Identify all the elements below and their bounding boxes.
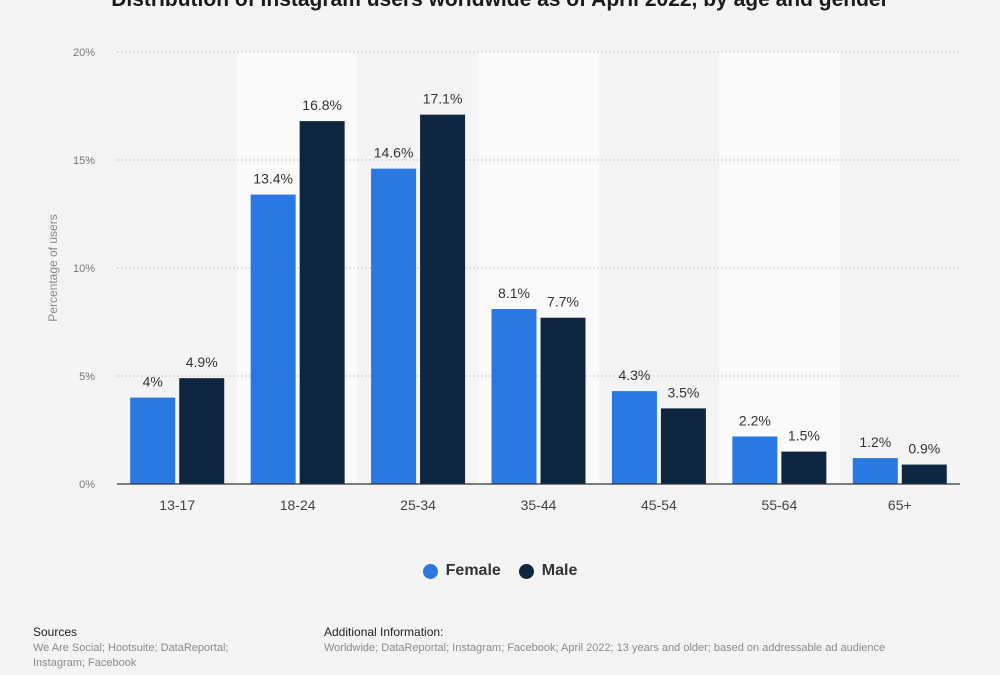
legend-label-male: Male: [541, 562, 578, 579]
sources-line-2: Instagram; Facebook: [33, 657, 137, 669]
legend-item-male[interactable]: Male: [518, 562, 578, 580]
bar-male[interactable]: [901, 464, 947, 484]
chart-title: Distribution of Instagram users worldwid…: [0, 0, 1000, 12]
legend-dot-female: [422, 563, 438, 579]
bar-chart: 0% 5% 10% 15% 20% Percentage of users 4% 4.9% 13…: [46, 47, 960, 513]
bar-male[interactable]: [179, 378, 225, 484]
bar-female[interactable]: [491, 309, 537, 484]
x-tick-label: 13-17: [159, 497, 195, 513]
bar-female[interactable]: [371, 168, 417, 484]
y-tick-label: 5%: [79, 371, 95, 383]
data-label: 8.1%: [498, 285, 530, 301]
data-label: 4.3%: [618, 367, 650, 383]
additional-info-block: Additional Information: Worldwide; DataR…: [324, 625, 974, 656]
data-label: 3.5%: [667, 384, 699, 400]
bar-male[interactable]: [540, 317, 586, 484]
bar-male[interactable]: [420, 114, 466, 484]
bar-male[interactable]: [299, 121, 345, 485]
x-tick-label: 18-24: [280, 497, 316, 513]
bar-male[interactable]: [660, 408, 706, 484]
x-tick-label: 65+: [888, 497, 912, 513]
bar-female[interactable]: [611, 391, 657, 484]
data-label: 7.7%: [547, 294, 579, 310]
category-band: [719, 52, 840, 484]
data-label: 0.9%: [908, 441, 940, 457]
y-axis-label: Percentage of users: [46, 214, 60, 321]
data-label: 13.4%: [253, 171, 293, 187]
bar-female[interactable]: [250, 194, 296, 484]
sources-text[interactable]: We Are Social; Hootsuite; DataReportal; …: [33, 641, 293, 671]
data-label: 16.8%: [302, 97, 342, 113]
bar-female[interactable]: [852, 458, 898, 484]
x-tick-label: 45-54: [641, 497, 677, 513]
x-tick-label: 55-64: [761, 497, 797, 513]
chart-legend: Female Male: [0, 562, 1000, 580]
bar-female[interactable]: [130, 397, 176, 484]
sources-heading: Sources: [33, 625, 78, 639]
data-label: 17.1%: [423, 91, 463, 107]
data-label: 1.2%: [859, 434, 891, 450]
data-label: 14.6%: [374, 145, 414, 161]
sources-line-1: We Are Social; Hootsuite; DataReportal;: [33, 642, 229, 654]
x-tick-label: 35-44: [521, 497, 557, 513]
y-tick-label: 10%: [73, 263, 95, 275]
additional-info-text: Worldwide; DataReportal; Instagram; Face…: [324, 642, 886, 654]
data-label: 4%: [143, 374, 163, 390]
x-tick-label: 25-34: [400, 497, 436, 513]
legend-item-female[interactable]: Female: [422, 562, 501, 580]
bar-male[interactable]: [781, 451, 827, 484]
additional-info-heading: Additional Information:: [324, 625, 444, 639]
data-label: 4.9%: [186, 354, 218, 370]
legend-dot-male: [518, 563, 534, 579]
y-tick-label: 0%: [79, 479, 95, 491]
y-tick-label: 15%: [73, 155, 95, 167]
bar-female[interactable]: [732, 436, 778, 484]
legend-label-female: Female: [445, 562, 501, 579]
data-label: 2.2%: [739, 412, 771, 428]
data-label: 1.5%: [788, 428, 820, 444]
y-tick-label: 20%: [73, 47, 95, 59]
sources-block: Sources We Are Social; Hootsuite; DataRe…: [33, 625, 293, 671]
